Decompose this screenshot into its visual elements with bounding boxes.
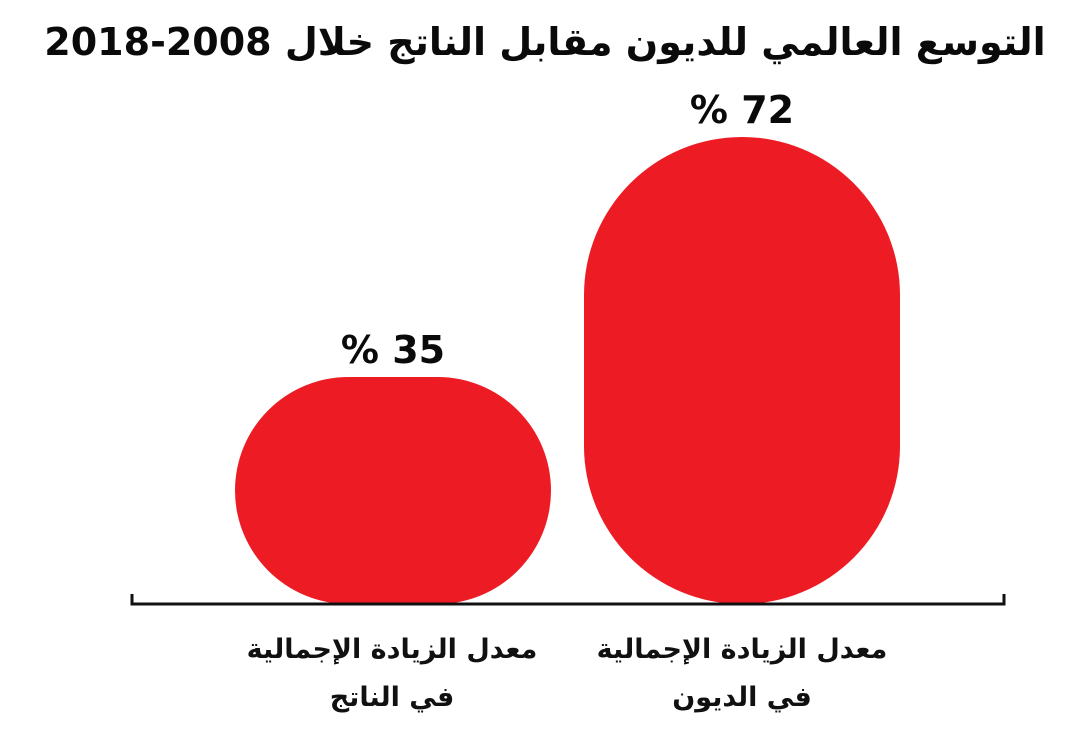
data-label-debt: % 72 bbox=[690, 88, 794, 132]
x-axis-baseline bbox=[130, 594, 1006, 606]
chart-title: التوسع العالمي للديون مقابل الناتج خلال … bbox=[44, 20, 1046, 64]
bar-debt bbox=[584, 137, 900, 604]
category-label-output: معدل الزيادة الإجمالية في الناتج bbox=[246, 634, 538, 713]
bar-output bbox=[235, 376, 551, 604]
data-label-output: % 35 bbox=[341, 328, 445, 372]
category-label-debt: معدل الزيادة الإجمالية في الديون bbox=[596, 634, 888, 713]
